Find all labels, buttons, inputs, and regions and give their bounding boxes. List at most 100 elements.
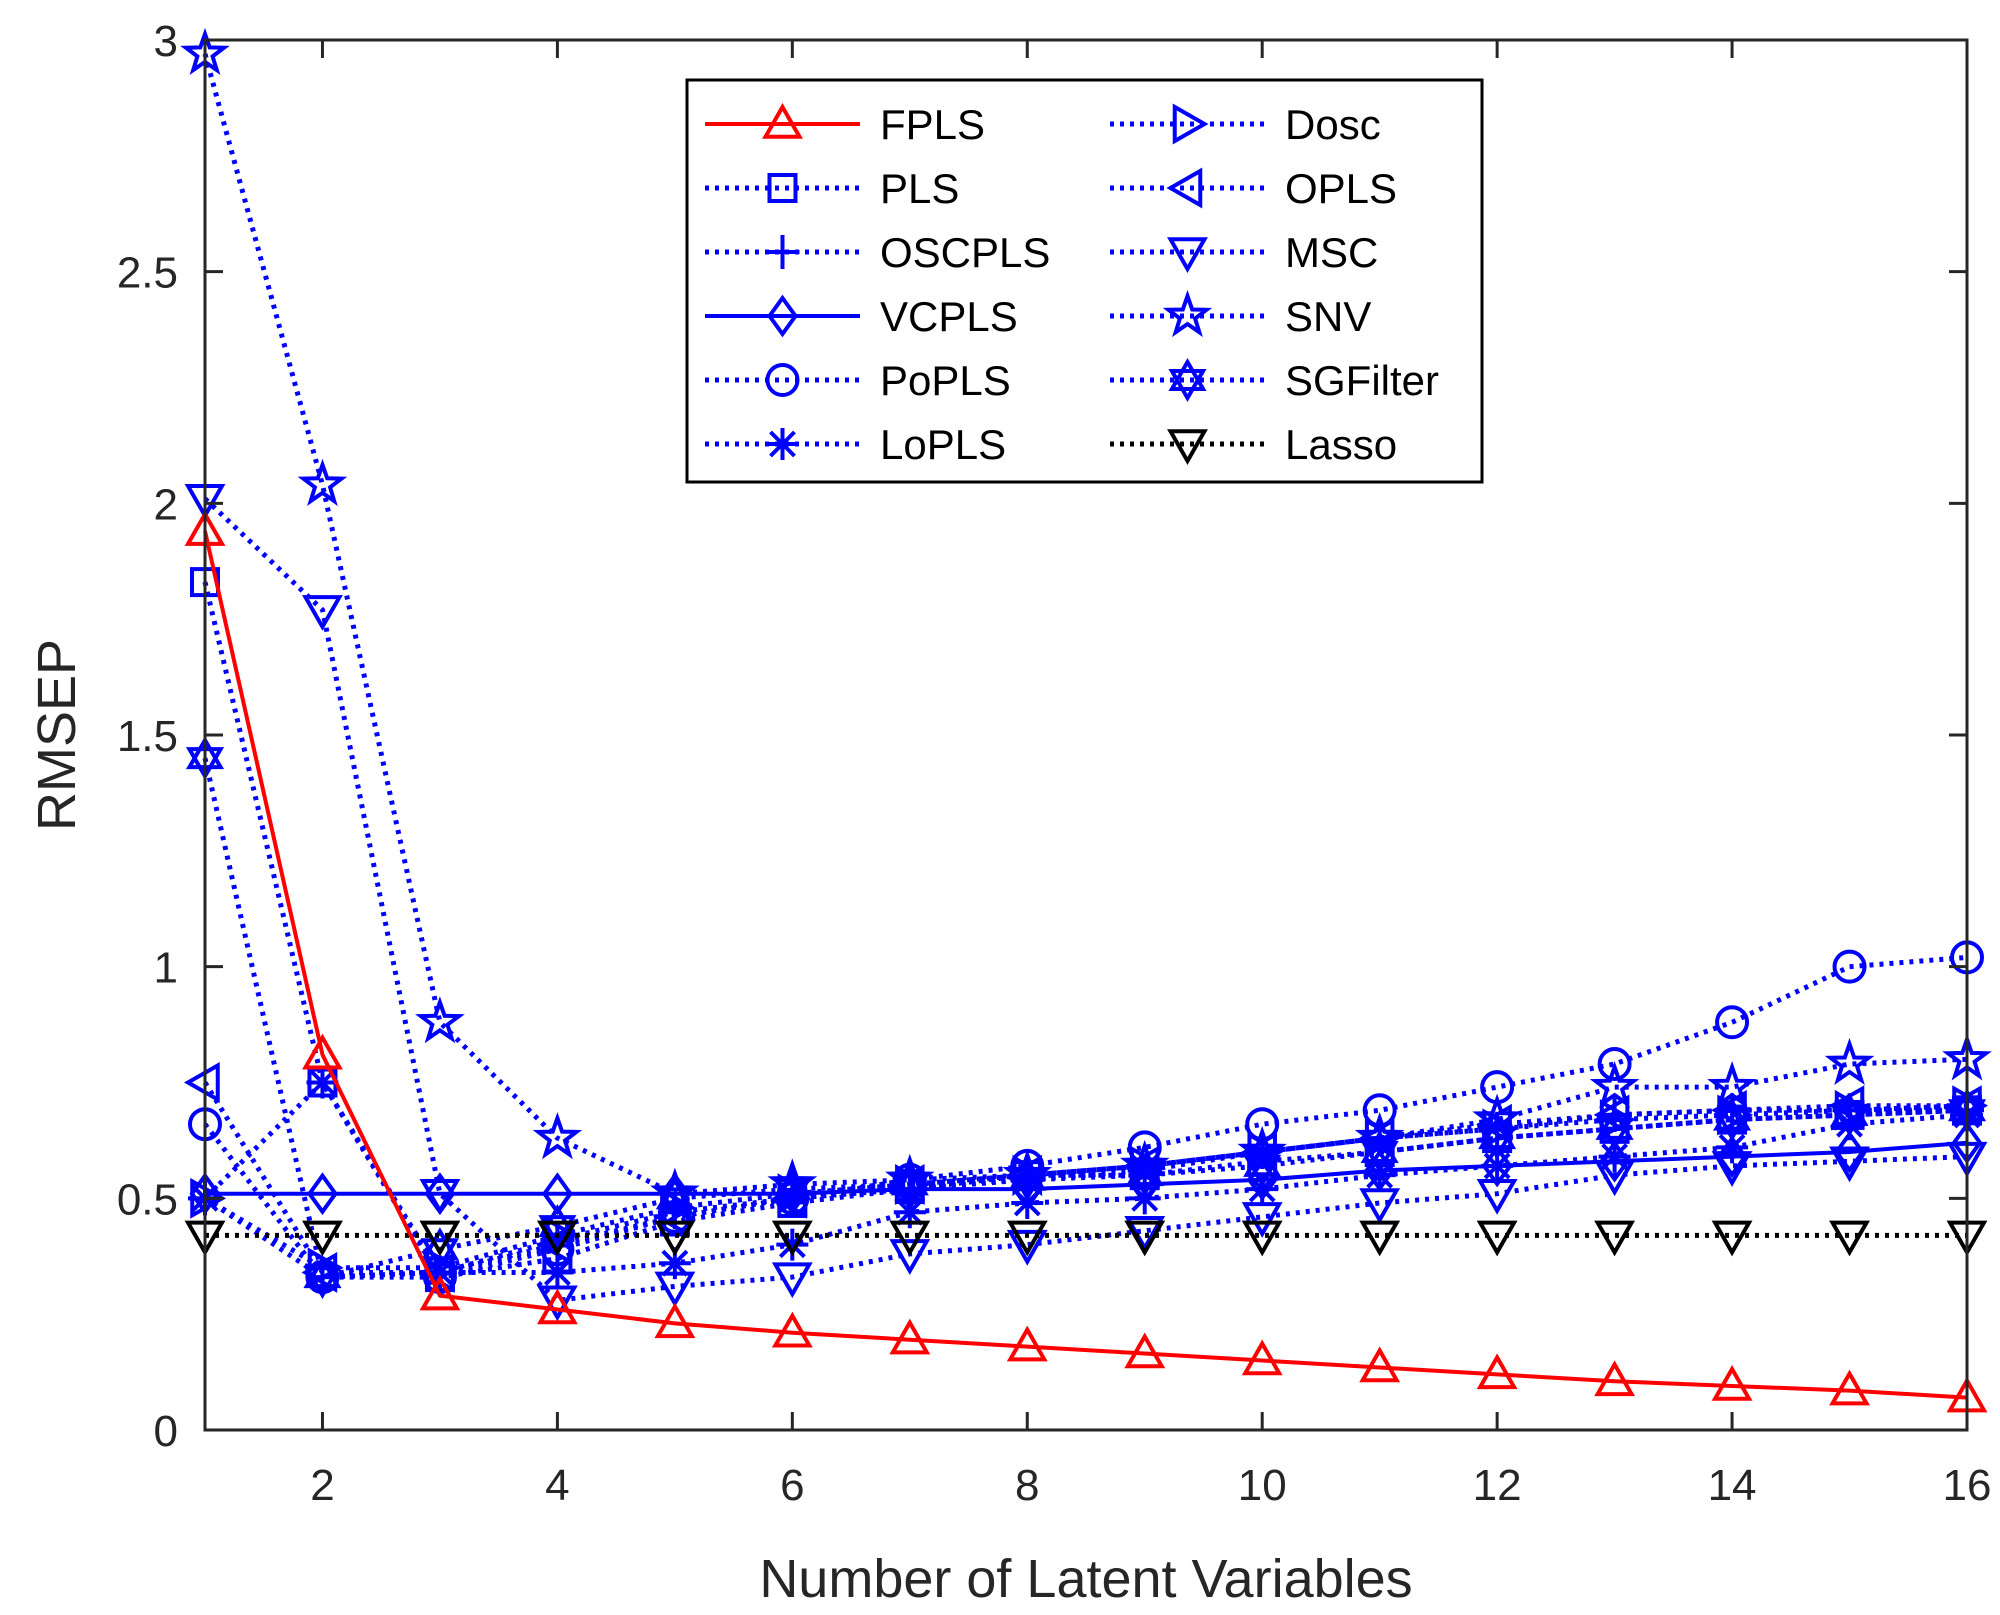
point-lasso-10 bbox=[1241, 1220, 1283, 1257]
point-vcpls-15 bbox=[1834, 1130, 1866, 1174]
y-tick-label: 0.5 bbox=[117, 1175, 178, 1224]
series-line-opls bbox=[202, 1081, 1967, 1275]
point-lopls-11 bbox=[1363, 1159, 1396, 1192]
y-tick-label: 2 bbox=[154, 480, 178, 529]
point-fpls-4 bbox=[536, 1288, 578, 1325]
point-opls-12 bbox=[1476, 1103, 1512, 1145]
point-snv-15 bbox=[1824, 1037, 1875, 1085]
point-lasso-7 bbox=[889, 1220, 931, 1257]
series-line-msc bbox=[203, 496, 1968, 1303]
point-fpls-6 bbox=[771, 1311, 813, 1348]
legend-item-popls: PoPLS bbox=[705, 357, 1011, 404]
legend-marker-opls bbox=[1166, 167, 1203, 209]
legend-marker-snv bbox=[1162, 289, 1213, 338]
legend-marker-vcpls bbox=[767, 294, 798, 338]
point-fpls-10 bbox=[1241, 1339, 1283, 1376]
legend-label: LoPLS bbox=[880, 421, 1006, 468]
point-fpls-11 bbox=[1359, 1346, 1401, 1383]
point-fpls-3 bbox=[419, 1274, 461, 1311]
legend-marker-lasso bbox=[1167, 429, 1208, 466]
point-msc-8 bbox=[1006, 1229, 1048, 1266]
x-tick-label: 12 bbox=[1473, 1461, 1522, 1510]
point-lasso-8 bbox=[1006, 1220, 1048, 1257]
point-msc-12 bbox=[1476, 1178, 1518, 1215]
x-tick-label: 2 bbox=[310, 1461, 334, 1510]
legend-label: SGFilter bbox=[1285, 357, 1439, 404]
point-fpls-9 bbox=[1124, 1332, 1166, 1369]
point-fpls-14 bbox=[1711, 1364, 1753, 1401]
legend-marker-popls bbox=[765, 363, 800, 397]
point-lopls-8 bbox=[1011, 1186, 1044, 1219]
legend-box bbox=[685, 78, 1484, 484]
legend-label: PoPLS bbox=[880, 357, 1011, 404]
point-msc-2 bbox=[302, 595, 343, 631]
legend-label: Lasso bbox=[1285, 421, 1397, 468]
legend-marker-dosc bbox=[1172, 103, 1209, 145]
point-msc-3 bbox=[419, 1178, 461, 1215]
legend-item-vcpls: VCPLS bbox=[705, 293, 1018, 340]
point-opls-1 bbox=[183, 1062, 220, 1103]
series-pls bbox=[190, 567, 1982, 1293]
legend-item-lasso: Lasso bbox=[1110, 421, 1397, 468]
axis-ticks: 2 4 6 8 10 12 14 16 0 0.5 1 1.5 2 2.5 3 bbox=[117, 17, 1992, 1510]
point-fpls-2 bbox=[302, 1033, 343, 1070]
y-tick-label: 1.5 bbox=[117, 712, 178, 761]
point-lasso-9 bbox=[1124, 1220, 1166, 1257]
point-sgfilter-2 bbox=[303, 1255, 342, 1300]
point-snv-13 bbox=[1589, 1060, 1640, 1109]
series-line-vcpls bbox=[205, 1140, 1968, 1196]
point-msc-14 bbox=[1711, 1151, 1753, 1187]
point-sgfilter-14 bbox=[1713, 1097, 1752, 1142]
point-sgfilter-5 bbox=[655, 1176, 694, 1221]
legend-item-snv: SNV bbox=[1110, 289, 1371, 340]
series-line-popls bbox=[203, 954, 1968, 1280]
x-axis-label: Number of Latent Variables bbox=[759, 1549, 1412, 1609]
point-popls-9 bbox=[1127, 1130, 1162, 1165]
point-msc-9 bbox=[1124, 1216, 1166, 1252]
point-fpls-12 bbox=[1476, 1353, 1518, 1390]
legend-label: FPLS bbox=[880, 101, 985, 148]
point-sgfilter-15 bbox=[1830, 1092, 1869, 1137]
x-tick-label: 16 bbox=[1943, 1461, 1992, 1510]
legend-item-msc: MSC bbox=[1110, 229, 1378, 276]
point-fpls-15 bbox=[1829, 1369, 1870, 1406]
point-snv-10 bbox=[1237, 1125, 1287, 1174]
point-msc-11 bbox=[1359, 1188, 1401, 1224]
series-line-pls bbox=[202, 581, 1968, 1280]
x-tick-label: 10 bbox=[1238, 1461, 1287, 1510]
point-msc-5 bbox=[654, 1271, 696, 1308]
y-tick-label: 1 bbox=[154, 944, 178, 993]
point-sgfilter-8 bbox=[1008, 1157, 1047, 1202]
point-lasso-6 bbox=[771, 1220, 813, 1257]
legend-label: MSC bbox=[1285, 229, 1378, 276]
legend-item-pls: PLS bbox=[705, 165, 959, 212]
point-msc-13 bbox=[1594, 1160, 1636, 1197]
series-lasso bbox=[184, 1220, 1988, 1257]
point-lopls-10 bbox=[1246, 1173, 1279, 1206]
point-lasso-2 bbox=[302, 1220, 343, 1257]
legend-label: PLS bbox=[880, 165, 959, 212]
series-fpls bbox=[184, 510, 1988, 1413]
point-sgfilter-7 bbox=[890, 1162, 929, 1207]
point-lasso-4 bbox=[536, 1220, 578, 1257]
legend-marker-fpls bbox=[762, 102, 803, 139]
point-msc-10 bbox=[1241, 1202, 1283, 1238]
point-msc-15 bbox=[1829, 1146, 1870, 1183]
point-lasso-11 bbox=[1359, 1220, 1401, 1257]
point-msc-7 bbox=[889, 1239, 931, 1275]
legend-item-opls: OPLS bbox=[1110, 165, 1397, 212]
legend-marker-pls bbox=[767, 173, 798, 203]
point-vcpls-14 bbox=[1716, 1135, 1748, 1179]
legend-marker-lopls bbox=[766, 428, 799, 460]
point-sgfilter-9 bbox=[1125, 1153, 1164, 1198]
point-sgfilter-11 bbox=[1360, 1130, 1399, 1174]
series-lopls bbox=[189, 1066, 1983, 1289]
point-lasso-14 bbox=[1711, 1220, 1753, 1257]
y-tick-label: 2.5 bbox=[117, 249, 178, 298]
y-axis-label: RMSEP bbox=[27, 639, 87, 831]
point-lasso-3 bbox=[419, 1220, 461, 1257]
point-sgfilter-6 bbox=[773, 1167, 812, 1212]
point-popls-15 bbox=[1832, 949, 1867, 984]
series-line-snv bbox=[202, 53, 1968, 1197]
